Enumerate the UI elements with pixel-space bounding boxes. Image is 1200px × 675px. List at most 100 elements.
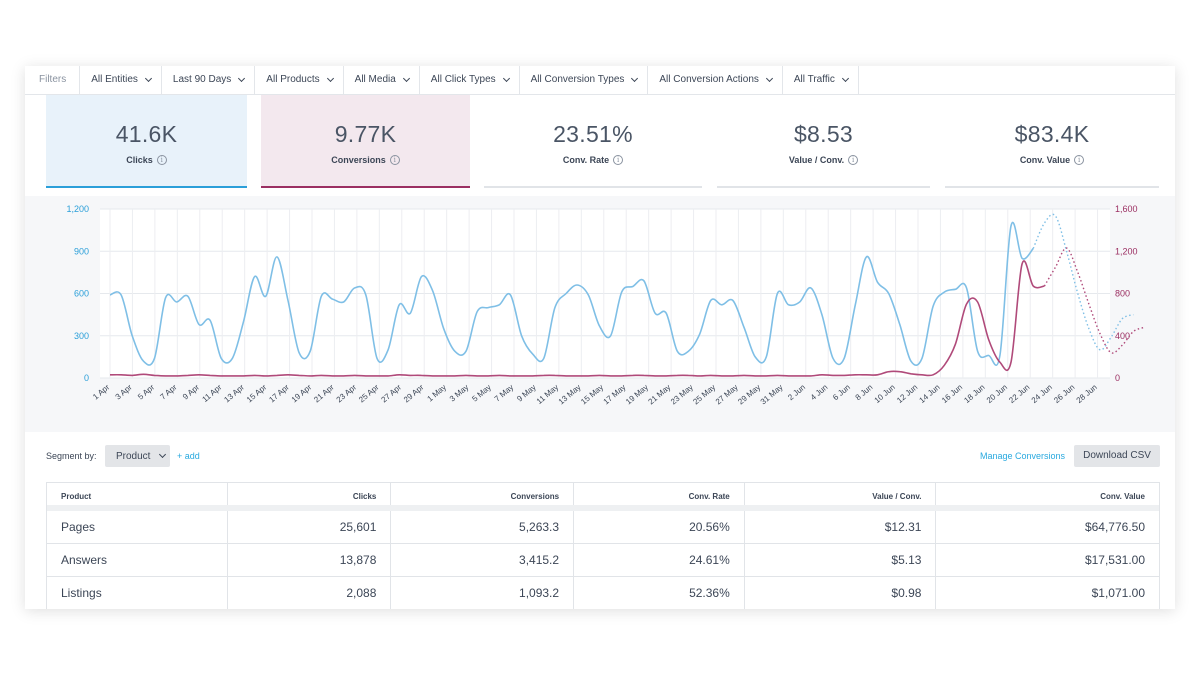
filter-media[interactable]: All Media: [344, 66, 420, 94]
x-axis-tick-label: 4 Jun: [809, 383, 830, 402]
x-axis-tick-label: 28 Jun: [1075, 383, 1099, 405]
x-axis-tick-label: 18 Jun: [962, 383, 986, 405]
chevron-down-icon: [765, 74, 773, 83]
kpi-label-text: Clicks: [126, 155, 153, 165]
kpi-clicks[interactable]: 41.6K Clicks i: [46, 95, 247, 188]
cell-conversions: 1,093.2: [391, 577, 575, 609]
right-axis-tick-label: 0: [1115, 373, 1120, 383]
kpi-label-text: Conversions: [331, 155, 386, 165]
segment-label: Segment by:: [46, 451, 97, 461]
kpi-conv-value[interactable]: $83.4K Conv. Value i: [945, 95, 1159, 188]
cell-conv-rate: 52.36%: [574, 577, 745, 609]
clicks-projection-line: [1032, 213, 1134, 351]
x-axis-tick-label: 16 Jun: [940, 383, 964, 405]
info-icon[interactable]: i: [613, 155, 624, 165]
x-axis-tick-label: 5 Apr: [136, 382, 156, 401]
kpi-value: 9.77K: [334, 121, 397, 147]
x-axis-tick-label: 1 Apr: [91, 382, 111, 401]
x-axis-tick-label: 8 Jun: [854, 383, 875, 402]
clicks-series-line: [109, 221, 1034, 367]
x-axis-tick-label: 21 Apr: [312, 382, 336, 404]
kpi-label-text: Conv. Rate: [562, 155, 610, 165]
left-axis-tick-label: 300: [74, 331, 89, 341]
cell-value-per-conv: $5.13: [745, 544, 937, 576]
column-header-conversions[interactable]: Conversions: [391, 483, 575, 505]
cell-conversions: 3,415.2: [391, 544, 575, 576]
right-axis-tick-label: 800: [1115, 289, 1130, 299]
cell-value-per-conv: $12.31: [745, 511, 937, 543]
chevron-down-icon: [841, 74, 849, 83]
x-axis-tick-label: 3 Apr: [114, 382, 134, 401]
filter-conversion-types[interactable]: All Conversion Types: [520, 66, 649, 94]
left-axis-tick-label: 600: [74, 289, 89, 299]
filters-label: Filters: [25, 66, 81, 94]
info-icon[interactable]: i: [1074, 155, 1085, 165]
x-axis-tick-label: 25 May: [691, 383, 717, 407]
manage-conversions-link[interactable]: Manage Conversions: [980, 451, 1066, 461]
kpi-label: Clicks i: [46, 155, 247, 165]
filter-traffic[interactable]: All Traffic: [783, 66, 859, 94]
x-axis-tick-label: 10 Jun: [873, 383, 897, 405]
x-axis-tick-label: 11 Apr: [200, 382, 223, 404]
chevron-down-icon: [159, 450, 167, 459]
x-axis-tick-label: 31 May: [759, 383, 785, 407]
column-header-conv-rate[interactable]: Conv. Rate: [574, 483, 745, 505]
x-axis-tick-label: 2 Jun: [786, 383, 807, 402]
kpi-underline: [46, 186, 247, 188]
left-axis-tick-label: 0: [84, 373, 89, 383]
kpi-underline: [945, 186, 1159, 188]
chevron-down-icon: [326, 74, 334, 83]
x-axis-tick-label: 25 Apr: [357, 382, 381, 404]
kpi-underline: [261, 186, 470, 188]
column-header-clicks[interactable]: Clicks: [228, 483, 392, 505]
filter-conversion-actions[interactable]: All Conversion Actions: [648, 66, 783, 94]
x-axis-tick-label: 9 May: [515, 383, 537, 404]
kpi-conv-rate[interactable]: 23.51% Conv. Rate i: [484, 95, 702, 188]
filter-bar: Filters All Entities Last 90 Days All Pr…: [25, 66, 1175, 95]
x-axis-tick-label: 27 May: [714, 383, 740, 407]
x-axis-tick-label: 11 May: [535, 383, 560, 406]
kpi-label-text: Conv. Value: [1019, 155, 1071, 165]
filter-products[interactable]: All Products: [255, 66, 344, 94]
kpi-underline: [717, 186, 930, 188]
right-axis-tick-label: 1,200: [1115, 246, 1138, 256]
add-segment-link[interactable]: + add: [177, 451, 200, 461]
table-row: Pages 25,601 5,263.3 20.56% $12.31 $64,7…: [47, 511, 1159, 544]
x-axis-tick-label: 1 May: [425, 383, 447, 404]
info-icon[interactable]: i: [389, 155, 400, 165]
cell-conv-rate: 24.61%: [574, 544, 745, 576]
table-row: Answers 13,878 3,415.2 24.61% $5.13 $17,…: [47, 544, 1159, 577]
cell-product: Answers: [47, 544, 228, 576]
chevron-down-icon: [144, 74, 152, 83]
cell-conv-value: $1,071.00: [1091, 586, 1145, 600]
filter-date-range[interactable]: Last 90 Days: [162, 66, 256, 94]
chevron-down-icon: [402, 74, 410, 83]
x-axis-tick-label: 5 May: [470, 383, 492, 404]
trend-chart: 0 300 600 900 1,200 0 400 800 1,200 1,600 1 Apr 3 A…: [66, 204, 1145, 407]
kpi-conversions[interactable]: 9.77K Conversions i: [261, 95, 470, 188]
segment-select[interactable]: Product: [105, 445, 170, 467]
analytics-card: Filters All Entities Last 90 Days All Pr…: [25, 66, 1175, 609]
column-header-conv-value[interactable]: Conv. Value: [1100, 492, 1145, 501]
trend-chart-panel: 0 300 600 900 1,200 0 400 800 1,200 1,600 1 Apr 3 A…: [25, 196, 1175, 432]
product-table: Product Clicks Conversions Conv. Rate Va…: [46, 482, 1160, 609]
x-axis-tick-label: 24 Jun: [1030, 383, 1054, 405]
kpi-value: $83.4K: [1014, 121, 1090, 147]
column-header-value-per-conv[interactable]: Value / Conv.: [745, 483, 937, 505]
kpi-underline: [484, 186, 702, 188]
right-axis-tick-label: 400: [1115, 331, 1130, 341]
segment-selected-value: Product: [116, 450, 151, 462]
download-csv-button[interactable]: Download CSV: [1074, 445, 1160, 467]
column-header-product[interactable]: Product: [47, 483, 228, 505]
chevron-down-icon: [631, 74, 639, 83]
cell-clicks: 2,088: [228, 577, 392, 609]
x-axis-tick-label: 17 May: [602, 383, 628, 407]
x-axis-tick-label: 7 Apr: [159, 382, 179, 401]
cell-conv-value: $64,776.50: [1084, 520, 1145, 534]
kpi-value-per-conv[interactable]: $8.53 Value / Conv. i: [717, 95, 930, 188]
filter-entities[interactable]: All Entities: [80, 66, 162, 94]
filter-click-types[interactable]: All Click Types: [420, 66, 520, 94]
info-icon[interactable]: i: [848, 155, 859, 165]
info-icon[interactable]: i: [156, 155, 167, 165]
right-axis-tick-label: 1,600: [1115, 204, 1138, 214]
